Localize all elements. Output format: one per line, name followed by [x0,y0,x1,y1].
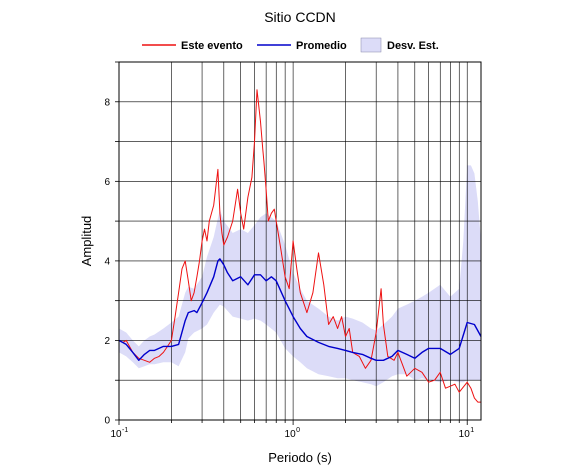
chart-title: Sitio CCDN [264,9,336,25]
std-band [119,165,481,387]
x-tick-label-base: 10 [110,429,122,440]
series-line-mean [118,258,482,361]
y-tick-label: 4 [104,256,110,267]
y-tick-label: 6 [104,177,110,188]
legend-label-event: Este evento [181,40,243,52]
legend: Este evento Promedio Desv. Est. [142,37,439,53]
y-axis-label: Amplitud [79,216,94,267]
x-tick-label: 10 0 [285,427,301,440]
legend-swatch-std [360,37,382,53]
series-layer [118,89,482,403]
legend-label-mean: Promedio [296,40,347,52]
y-tick-label: 2 [104,336,110,347]
plot-frame [118,61,482,421]
x-tick-label: 10 1 [459,427,475,440]
legend-label-std: Desv. Est. [387,40,439,52]
std-band-layer [119,165,481,387]
x-tick-label-exponent: 1 [470,427,474,434]
x-tick-label-base: 10 [285,429,297,440]
x-tick-label: 10 -1 [110,427,128,440]
y-tick-label: 0 [104,416,110,427]
series-line-event [118,89,481,403]
y-tick-label: 8 [104,97,110,108]
x-tick-label-base: 10 [459,429,471,440]
x-tick-label-exponent: -1 [122,427,128,434]
x-axis-label: Periodo (s) [268,450,332,465]
x-tick-label-exponent: 0 [296,427,300,434]
